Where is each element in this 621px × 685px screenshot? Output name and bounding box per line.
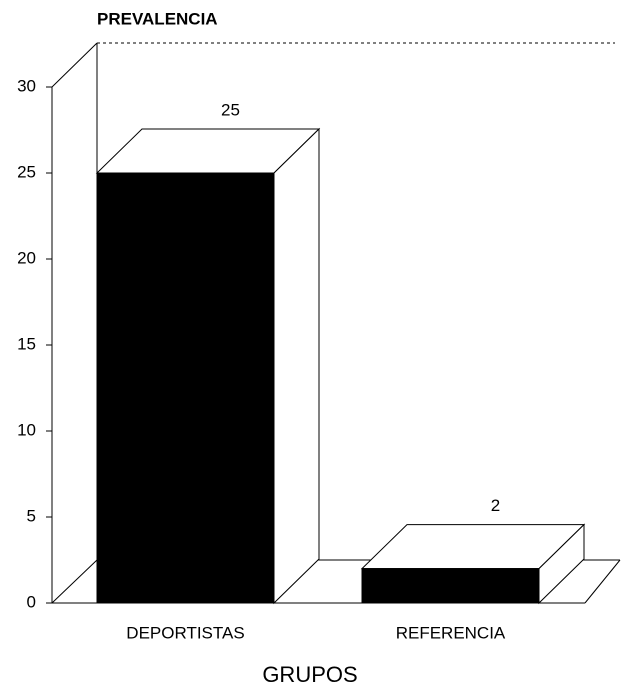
- y-tick-label: 15: [17, 334, 36, 353]
- bar: [96, 172, 275, 604]
- y-tick-label: 5: [27, 506, 36, 525]
- value-label: 25: [221, 100, 240, 119]
- x-tick-label: DEPORTISTAS: [126, 623, 244, 642]
- floor-left: [51, 559, 98, 604]
- value-label: 2: [491, 496, 500, 515]
- y-tick-label: 25: [17, 162, 36, 181]
- y-tick-label: 30: [17, 76, 36, 95]
- floor-right: [584, 559, 621, 604]
- y-tick-label: 20: [17, 248, 36, 267]
- bar-side: [273, 127, 320, 605]
- x-axis-label: GRUPOS: [262, 662, 357, 685]
- bar: [361, 568, 540, 604]
- x-tick-label: REFERENCIA: [396, 623, 506, 642]
- y-tick-label: 0: [27, 592, 36, 611]
- left-wall-top: [51, 42, 98, 88]
- y-tick-label: 10: [17, 420, 36, 439]
- axis-title: PREVALENCIA: [97, 9, 218, 28]
